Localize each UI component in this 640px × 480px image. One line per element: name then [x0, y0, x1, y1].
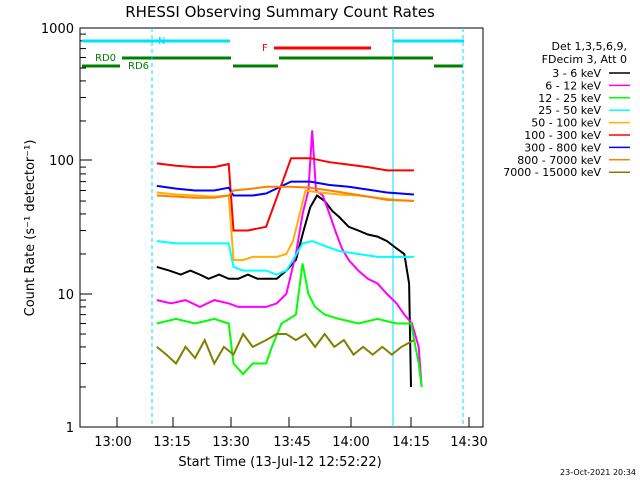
x-tick-label: 13:45 — [273, 435, 310, 450]
chart-title: RHESSI Observing Summary Count Rates — [125, 3, 435, 21]
x-tick-label: 14:15 — [392, 435, 429, 450]
y-axis-label: Count Rate (s⁻¹ detector⁻¹) — [23, 140, 38, 317]
legend-entry-label: 6 - 12 keV — [545, 79, 601, 92]
y-tick-label: 1000 — [41, 22, 74, 37]
legend-entry-label: 800 - 7000 keV — [517, 154, 601, 167]
x-tick-label: 13:30 — [212, 435, 249, 450]
x-tick-label: 14:00 — [332, 435, 369, 450]
flag-n-label: N — [158, 36, 165, 47]
legend-header: Det 1,3,5,6,9, — [551, 40, 627, 53]
legend-entry-label: 3 - 6 keV — [552, 67, 601, 80]
legend-header: FDecim 3, Att 0 — [542, 53, 627, 66]
series-line-8 — [156, 332, 415, 366]
legend-entry-label: 100 - 300 keV — [524, 129, 601, 142]
y-tick-label: 100 — [49, 154, 74, 169]
vertical-markers — [151, 28, 464, 427]
series-line-1 — [156, 130, 423, 388]
x-tick-label: 14:30 — [450, 435, 487, 450]
y-tick-label: 10 — [57, 288, 74, 303]
observing-flags: N F RD0 RD6 — [82, 36, 464, 72]
series-line-0 — [156, 194, 412, 388]
legend-entry-label: 12 - 25 keV — [538, 92, 601, 105]
x-axis-label: Start Time (13-Jul-12 12:52:22) — [178, 455, 381, 470]
x-axis: 13:00 13:15 13:30 13:45 14:00 14:15 14:3… — [94, 417, 488, 450]
legend: Det 1,3,5,6,9, FDecim 3, Att 0 3 - 6 keV… — [503, 40, 630, 179]
x-tick-label: 13:15 — [153, 435, 190, 450]
legend-entry-label: 50 - 100 keV — [531, 117, 601, 130]
series-line-7 — [156, 185, 414, 202]
flag-rd6-label: RD6 — [128, 61, 149, 72]
y-tick-label: 1 — [66, 421, 74, 436]
flag-rd0-label: RD0 — [95, 53, 116, 64]
series-line-2 — [156, 263, 423, 388]
legend-entry-label: 300 - 800 keV — [524, 141, 601, 154]
legend-entry-label: 25 - 50 keV — [538, 104, 601, 117]
y-axis: 1 10 100 1000 — [41, 22, 92, 436]
series-layer — [156, 130, 423, 388]
footer-date: 23-Oct-2021 20:34 — [560, 468, 636, 477]
x-tick-label: 13:00 — [94, 435, 131, 450]
flag-f-label: F — [262, 43, 268, 54]
plot-frame — [79, 27, 484, 428]
series-line-4 — [156, 189, 414, 261]
series-line-5 — [156, 157, 414, 232]
series-line-3 — [156, 240, 414, 276]
series-line-6 — [156, 180, 414, 197]
legend-entry-label: 7000 - 15000 keV — [503, 166, 601, 179]
